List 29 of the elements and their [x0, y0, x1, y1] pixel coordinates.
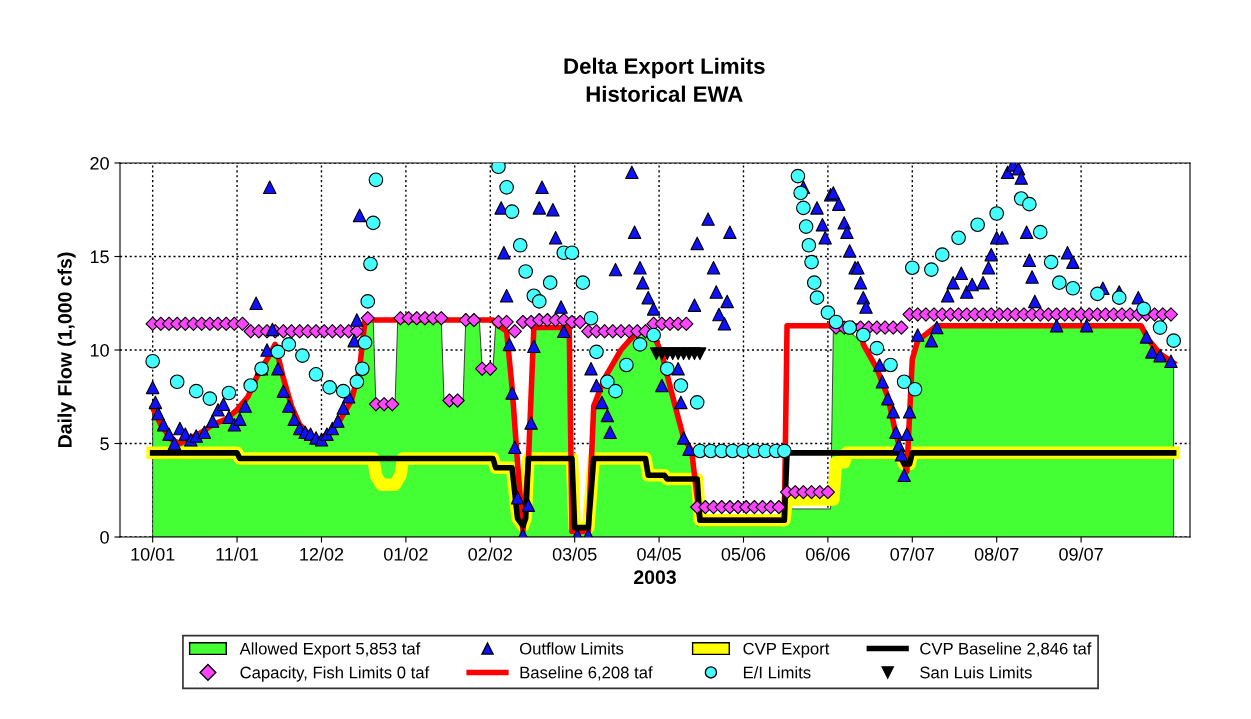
x-tick-label: 09/07	[1059, 547, 1103, 561]
x-tick-label: 04/05	[637, 547, 681, 561]
x-axis-title: 2003	[634, 570, 676, 585]
x-tick-label: 01/02	[383, 547, 428, 561]
y-tick-label: 10	[90, 343, 109, 357]
legend-label: Allowed Export 5,853 taf	[239, 642, 421, 658]
y-tick-label: 0	[100, 530, 109, 544]
legend-label: E/I Limits	[743, 666, 811, 679]
x-tick-label: 06/06	[806, 547, 850, 561]
x-tick-label: 03/05	[552, 547, 597, 561]
y-tick-label: 20	[90, 156, 109, 170]
y-axis-title: Daily Flow (1,000 cfs)	[57, 252, 76, 448]
y-tick-label: 15	[90, 250, 109, 264]
chart-subtitle: Historical EWA	[586, 85, 743, 102]
x-tick-label: 02/02	[468, 547, 512, 561]
legend-label: San Luis Limits	[920, 666, 1032, 679]
x-tick-label: 07/07	[890, 547, 934, 561]
chart-title: Delta Export Limits	[564, 57, 765, 79]
x-tick-label: 08/07	[974, 547, 1019, 561]
legend-label: CVP Export	[743, 642, 830, 658]
legend-label: Baseline 6,208 taf	[520, 666, 653, 681]
x-tick-label: 12/02	[300, 547, 344, 561]
legend-label: Capacity, Fish Limits 0 taf	[240, 666, 430, 682]
y-tick-label: 5	[100, 437, 109, 451]
legend-label: Outflow Limits	[519, 642, 624, 655]
x-tick-label: 11/01	[216, 547, 259, 561]
x-tick-label: 05/06	[721, 547, 766, 561]
legend-label: CVP Baseline 2,846 taf	[920, 642, 1092, 657]
x-tick-label: 10/01	[131, 547, 175, 561]
